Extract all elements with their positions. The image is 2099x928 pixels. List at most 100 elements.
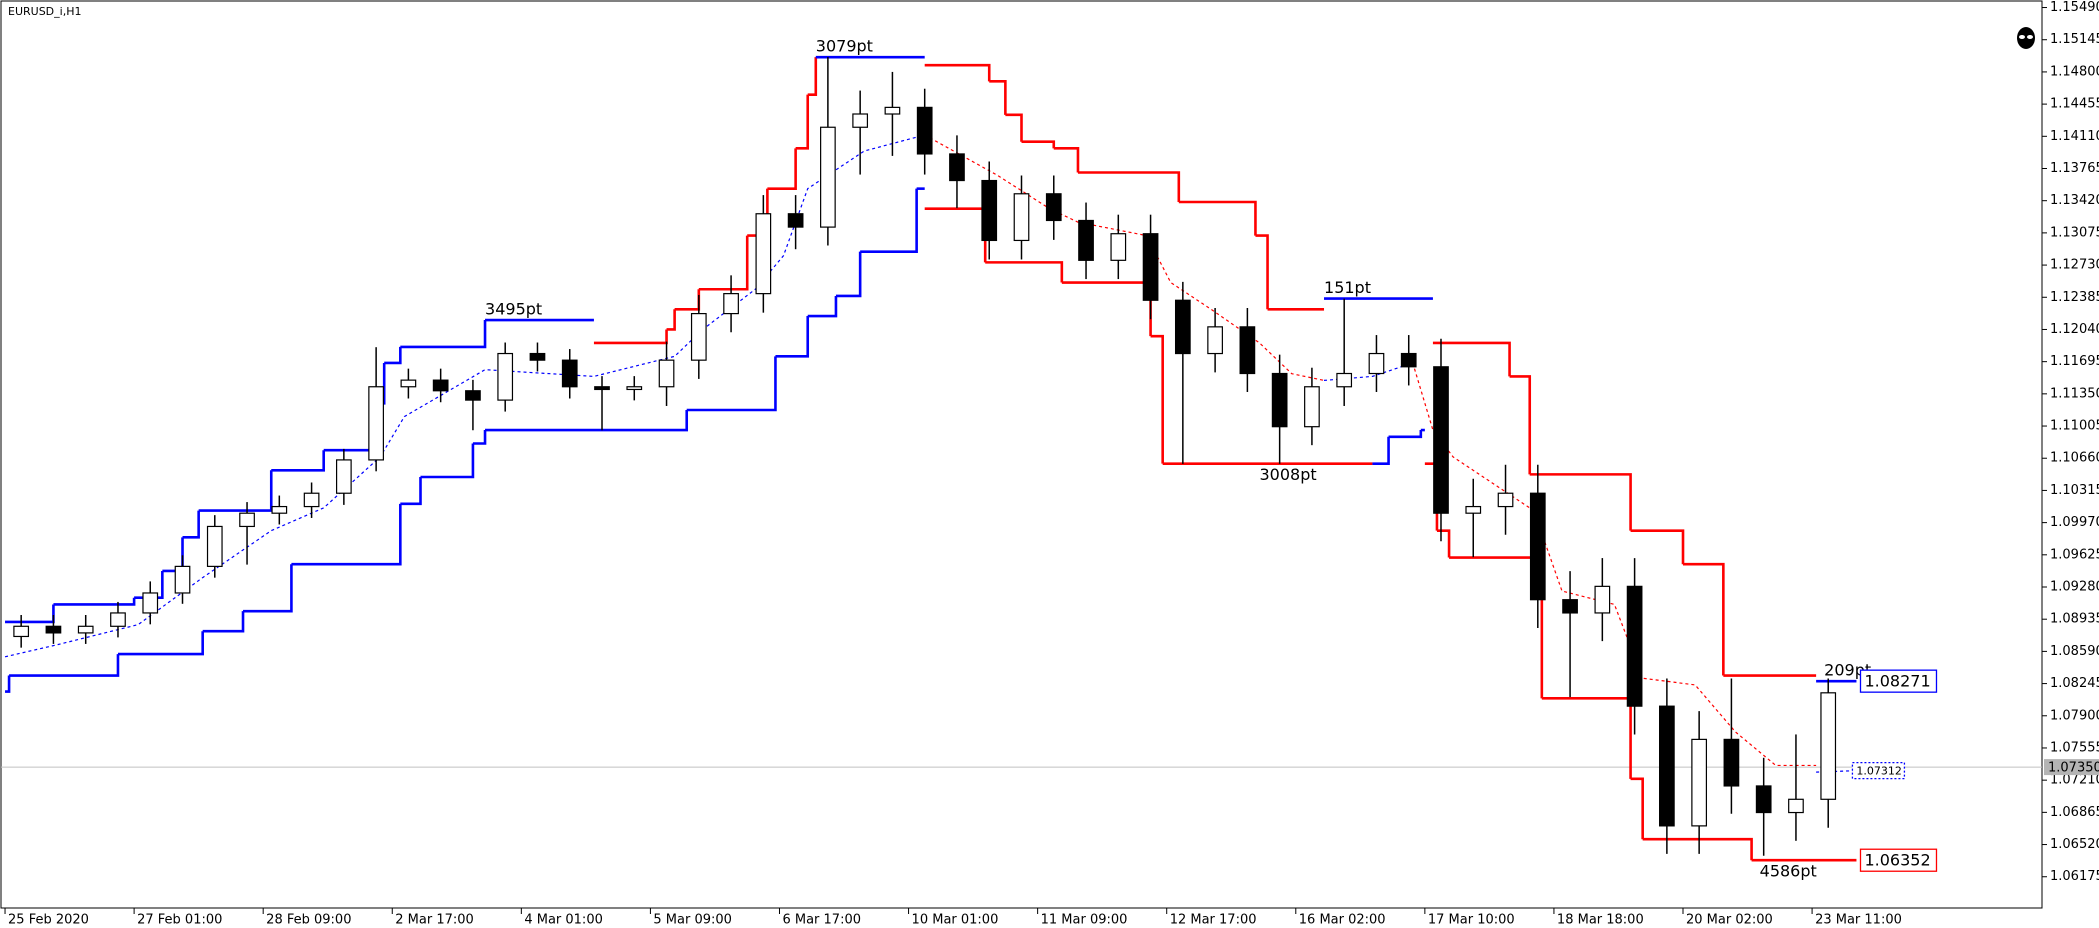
- candle-body: [1691, 738, 1708, 827]
- candle-body: [174, 565, 191, 594]
- x-tick-label: 12 Mar 17:00: [1170, 913, 1257, 928]
- x-tick-label: 25 Feb 2020: [8, 913, 89, 928]
- candle-body: [1497, 492, 1514, 508]
- level-annotation: 3495pt: [485, 300, 542, 319]
- channel-step: [985, 261, 1064, 283]
- price-tag-label: 1.07312: [1856, 765, 1902, 778]
- y-tick-label: 1.12385: [2050, 290, 2099, 305]
- candle-body: [981, 179, 998, 242]
- candle-body: [1626, 585, 1643, 707]
- price-tag-box: [1859, 669, 1938, 693]
- y-tick-label: 1.06175: [2050, 869, 2099, 884]
- y-tick-label: 1.12040: [2050, 322, 2099, 337]
- candle-body: [1304, 386, 1320, 428]
- mid-line: [924, 134, 1325, 381]
- price-tag-label: 1.06352: [1864, 851, 1930, 870]
- x-tick-label: 17 Mar 10:00: [1428, 913, 1515, 928]
- channel-step: [1630, 777, 1644, 840]
- level-annotation: 151pt: [1324, 278, 1371, 297]
- channel-step: [860, 188, 918, 253]
- candle-body: [1529, 492, 1546, 601]
- candle-body: [626, 386, 643, 391]
- mid-line: [4, 134, 925, 658]
- candle-body: [142, 592, 159, 614]
- x-tick-label: 6 Mar 17:00: [782, 913, 861, 928]
- candle-body: [1271, 372, 1288, 428]
- channel-step: [767, 148, 797, 190]
- level-annotation: 209pt: [1824, 661, 1871, 680]
- channel-step: [835, 251, 862, 298]
- candle-body: [1820, 692, 1837, 800]
- candle-body: [13, 625, 30, 638]
- chart-title: EURUSD_i,H1: [8, 5, 81, 18]
- channel-step: [485, 409, 689, 432]
- x-tick-label: 20 Mar 02:00: [1686, 913, 1773, 928]
- x-tick-label: 5 Mar 09:00: [653, 913, 732, 928]
- channel-step: [989, 80, 1007, 115]
- channel-step: [202, 611, 245, 633]
- candle-body: [1110, 233, 1127, 261]
- price-tag-box: [1851, 761, 1906, 780]
- candle-body: [1045, 193, 1062, 222]
- x-tick-label: 16 Mar 02:00: [1299, 913, 1386, 928]
- y-tick-label: 1.08590: [2050, 644, 2099, 659]
- y-tick-label: 1.09625: [2050, 547, 2099, 562]
- candle-body: [1433, 366, 1449, 514]
- candle-body: [1239, 326, 1256, 375]
- y-tick-label: 1.07210: [2050, 773, 2099, 788]
- channel-step: [117, 631, 204, 656]
- candle-body: [1562, 599, 1578, 614]
- channel-step: [9, 654, 120, 677]
- price-tag: 1.07312: [1851, 761, 1906, 780]
- y-tick-label: 1.10315: [2050, 483, 2099, 498]
- mid-line: [1323, 362, 1413, 382]
- candle-body: [658, 359, 675, 388]
- channel-step: [698, 235, 749, 291]
- channel-step: [807, 295, 838, 318]
- channel-step: [1683, 562, 1725, 676]
- channel-step: [384, 346, 402, 365]
- channel-step: [5, 675, 11, 693]
- channel-step: [243, 564, 293, 613]
- level-annotation: 3079pt: [816, 37, 873, 56]
- channel-step: [1053, 147, 1080, 173]
- y-tick-label: 1.06865: [2050, 805, 2099, 820]
- x-tick-label: 11 Mar 09:00: [1041, 913, 1128, 928]
- candle-body: [561, 359, 578, 388]
- candle-body: [110, 612, 126, 627]
- x-tick-label: 28 Feb 09:00: [266, 913, 351, 928]
- channel-step: [1642, 837, 1753, 861]
- level-annotation: 4586pt: [1760, 862, 1817, 881]
- y-tick-label: 1.14110: [2050, 129, 2099, 144]
- y-tick-label: 1.13075: [2050, 225, 2099, 240]
- candle-body: [303, 492, 320, 508]
- y-tick-label: 1.11005: [2050, 419, 2099, 434]
- candle-body: [1174, 299, 1191, 355]
- channel-step: [1509, 375, 1532, 475]
- y-tick-label: 1.11695: [2050, 354, 2099, 369]
- candle-body: [529, 352, 546, 361]
- level-annotation: 3008pt: [1259, 465, 1316, 484]
- x-tick-label: 10 Mar 01:00: [912, 913, 999, 928]
- x-tick-label: 2 Mar 17:00: [395, 913, 474, 928]
- candle-body: [1207, 326, 1223, 355]
- channel-step: [1529, 473, 1632, 531]
- y-tick-label: 1.08935: [2050, 612, 2099, 627]
- y-tick-label: 1.15145: [2050, 32, 2099, 47]
- candle-body: [271, 505, 288, 514]
- channel-step: [400, 476, 422, 506]
- channel-step: [666, 309, 676, 331]
- candle-body: [368, 386, 384, 461]
- x-tick-label: 4 Mar 01:00: [524, 913, 603, 928]
- y-tick-label: 1.09280: [2050, 580, 2099, 595]
- bid-box: [2044, 759, 2099, 776]
- candle-body: [787, 213, 804, 228]
- y-tick-label: 1.07555: [2050, 740, 2099, 755]
- channel-step: [1021, 140, 1056, 149]
- y-tick-label: 1.15490: [2050, 0, 2099, 15]
- candle-body: [239, 512, 255, 528]
- candle-body: [497, 352, 514, 401]
- candle-body: [465, 390, 481, 401]
- y-tick-label: 1.12730: [2050, 258, 2099, 273]
